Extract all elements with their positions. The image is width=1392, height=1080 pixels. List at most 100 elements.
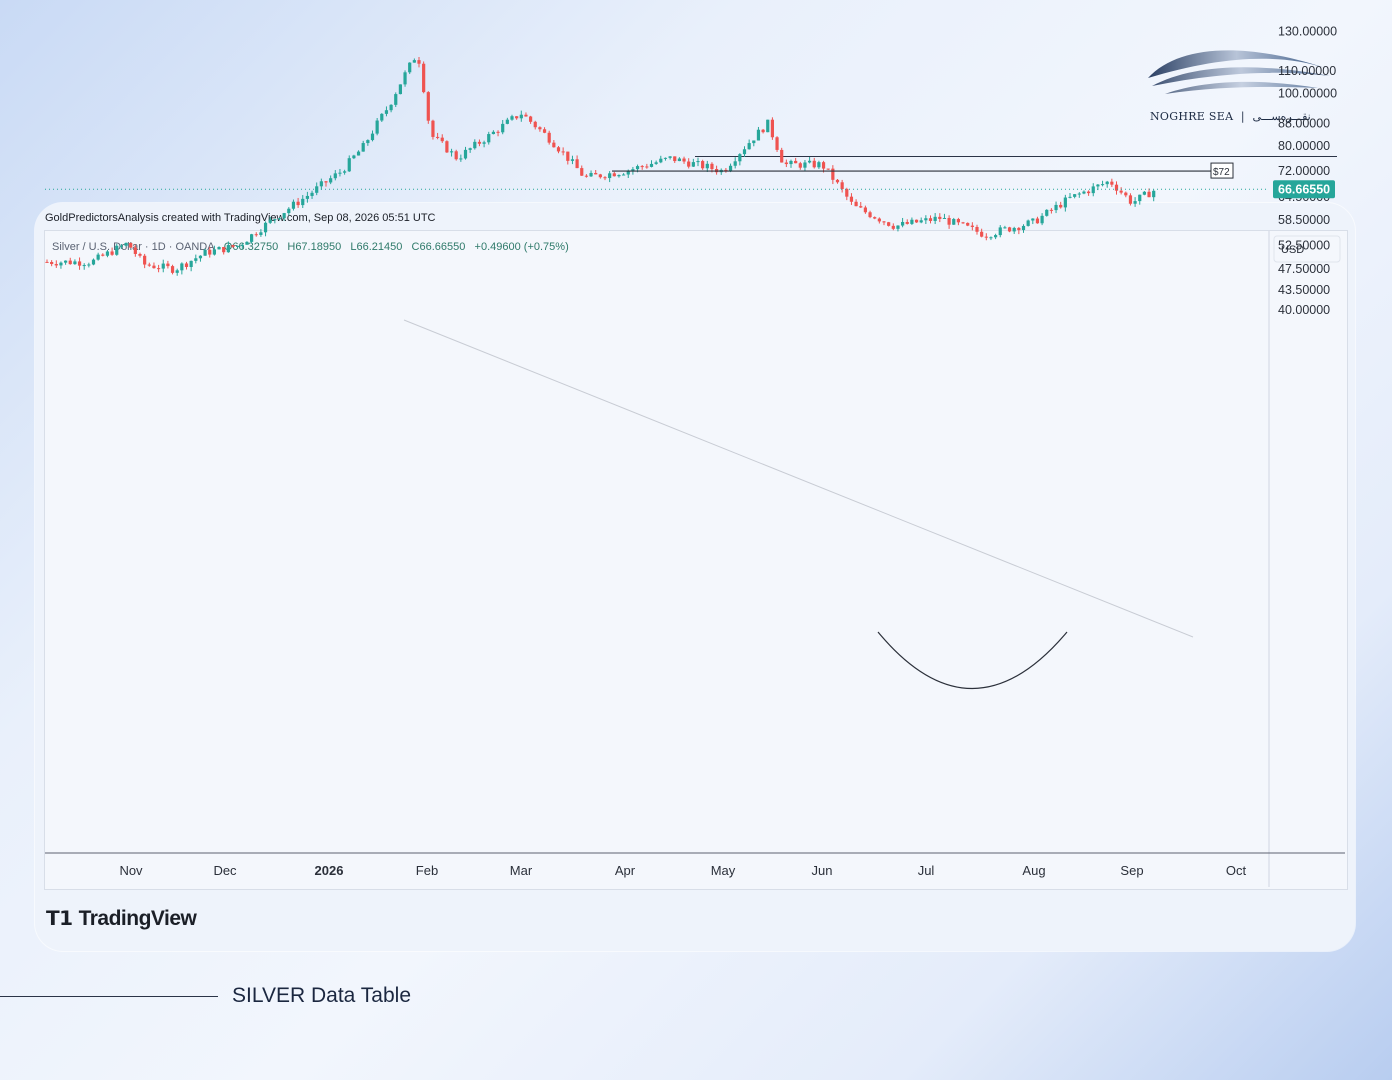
candle-body: [501, 123, 505, 133]
candle-body: [1124, 192, 1128, 196]
candle-body: [417, 60, 421, 64]
candle-body: [296, 201, 300, 206]
candle-body: [1054, 204, 1058, 211]
candle-body: [505, 119, 509, 124]
y-tick-label: 110.00000: [1278, 64, 1336, 78]
candle-body: [1152, 190, 1156, 198]
tradingview-logo: 𝗧𝟭 TradingView: [46, 906, 197, 931]
candle-body: [691, 162, 695, 167]
candle-body: [766, 119, 770, 133]
candle-body: [817, 162, 821, 168]
candle-body: [808, 160, 812, 163]
x-tick-label: 2026: [315, 863, 344, 878]
candle-body: [896, 225, 900, 229]
candle-body: [366, 140, 370, 144]
top-divider: [695, 156, 1337, 157]
candle-body: [952, 219, 956, 225]
candle-body: [454, 151, 458, 160]
tradingview-wordmark: TradingView: [78, 907, 197, 930]
candle-body: [682, 158, 686, 162]
candle-body: [477, 141, 482, 144]
candle-body: [324, 181, 328, 183]
candle-body: [356, 151, 361, 156]
y-tick-label: 47.50000: [1278, 262, 1330, 276]
candle-body: [236, 245, 240, 247]
candle-body: [87, 264, 91, 266]
currency-box[interactable]: [1273, 235, 1341, 263]
candle-body: [942, 217, 947, 219]
candle-body: [138, 253, 142, 256]
candle-body: [510, 116, 514, 120]
candle-body: [668, 156, 672, 158]
y-tick-label: 130.00000: [1278, 25, 1337, 39]
candle-body: [64, 260, 68, 263]
candle-body: [133, 247, 137, 254]
candle-body: [459, 158, 463, 160]
candle-body: [826, 168, 830, 170]
candle-body: [956, 219, 960, 223]
candle-body: [570, 159, 575, 161]
candle-body: [1040, 215, 1044, 224]
candle-body: [529, 116, 533, 122]
candle-body: [849, 196, 854, 202]
candle-body: [175, 270, 179, 273]
y-tick-label: 80.00000: [1278, 139, 1330, 153]
candle-body: [538, 127, 542, 130]
candle-body: [338, 172, 342, 174]
candle-body: [119, 245, 123, 247]
candle-body: [612, 173, 616, 177]
x-tick-label: Nov: [119, 863, 143, 878]
candle-body: [654, 162, 658, 164]
candle-body: [282, 213, 286, 219]
candle-body: [873, 217, 877, 219]
candle-body: [436, 136, 440, 138]
candle-body: [1003, 227, 1007, 229]
candle-body: [250, 234, 254, 242]
candle-body: [143, 255, 147, 265]
candle-body: [380, 113, 384, 121]
brand-name-fa: نقـــره‌ســـی: [1252, 110, 1311, 123]
candle-body: [533, 121, 537, 128]
candle-body: [747, 143, 751, 150]
candle-body: [375, 120, 379, 134]
candle-body: [756, 129, 761, 141]
candle-body: [240, 244, 244, 246]
candle-body: [1147, 191, 1151, 198]
candle-body: [277, 218, 282, 220]
candle-body: [412, 60, 416, 63]
candle-body: [905, 221, 909, 224]
candle-body: [305, 195, 309, 199]
candle-body: [259, 232, 263, 235]
candle-body: [431, 120, 435, 137]
candle-body: [422, 63, 426, 93]
candle-body: [589, 172, 593, 177]
candle-body: [622, 174, 626, 176]
candle-body: [96, 254, 100, 260]
legend-symbol: Silver / U.S. Dollar · 1D · OANDA: [52, 241, 215, 253]
chart-area[interactable]: [44, 230, 1348, 890]
y-tick-label: 100.00000: [1278, 87, 1337, 101]
candle-body: [859, 206, 863, 208]
candle-body: [59, 262, 63, 266]
candle-body: [198, 255, 203, 259]
candle-body: [863, 207, 867, 213]
candle-body: [491, 131, 495, 135]
legend-change: +0.49600 (+0.75%): [474, 241, 569, 253]
candle-body: [1082, 191, 1086, 194]
candle-body: [1091, 186, 1095, 194]
candle-body: [1133, 201, 1137, 204]
candle-body: [403, 72, 407, 85]
candle-body: [598, 174, 602, 178]
candle-body: [580, 168, 584, 176]
candle-body: [468, 148, 472, 150]
candle-body: [710, 163, 714, 170]
candle-body: [440, 137, 444, 142]
candle-body: [310, 192, 314, 196]
candle-body: [640, 166, 644, 168]
candle-body: [980, 231, 984, 237]
candle-body: [1077, 193, 1081, 195]
candle-body: [975, 226, 979, 232]
candle-body: [54, 264, 58, 266]
candle-body: [68, 260, 72, 265]
candle-body: [147, 264, 151, 266]
